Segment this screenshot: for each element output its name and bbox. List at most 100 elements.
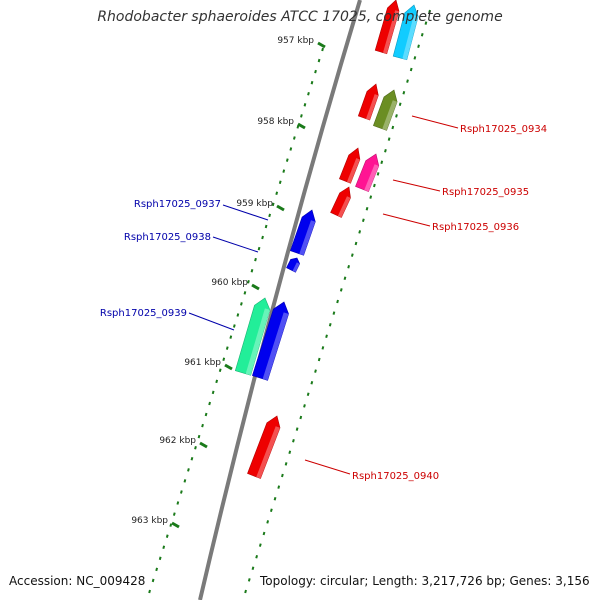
outer-scale-dot bbox=[244, 589, 247, 594]
inner-scale-dot bbox=[261, 235, 264, 240]
inner-scale-dot bbox=[197, 434, 201, 439]
gene-label[interactable]: Rsph17025_0938 bbox=[124, 232, 211, 243]
outer-scale-dot bbox=[325, 334, 328, 339]
inner-scale-dot bbox=[243, 291, 247, 295]
inner-scale-dot bbox=[292, 136, 296, 140]
gene-arrow-highlight bbox=[292, 262, 300, 273]
topology-text: Topology: circular; Length: 3,217,726 bp… bbox=[260, 574, 590, 588]
gene-feature[interactable] bbox=[286, 257, 301, 273]
gene-arrow[interactable] bbox=[330, 186, 351, 218]
scale-tick-label: 957 kbp bbox=[277, 36, 314, 46]
inner-scale-dot bbox=[165, 534, 169, 538]
genome-backbone bbox=[198, 0, 362, 600]
gene-feature[interactable] bbox=[252, 301, 289, 381]
gene-arrow-highlight bbox=[383, 10, 399, 54]
inner-scale-dot bbox=[162, 545, 166, 550]
inner-scale-dot bbox=[278, 180, 282, 184]
inner-scale-dot bbox=[232, 324, 236, 328]
gene-feature[interactable] bbox=[374, 0, 400, 55]
gene-arrow-highlight bbox=[366, 94, 379, 120]
inner-scale-dot bbox=[169, 523, 173, 527]
gene-arrow[interactable] bbox=[339, 147, 361, 184]
outer-scale-dot bbox=[406, 79, 409, 83]
major-tick bbox=[171, 521, 180, 529]
outer-scale-dot bbox=[332, 311, 336, 315]
outer-scale-dot bbox=[398, 102, 402, 107]
gene-arrow-highlight bbox=[262, 312, 289, 381]
gene-feature[interactable] bbox=[330, 186, 351, 218]
gene-arrow-highlight bbox=[256, 426, 280, 479]
gene-label[interactable]: Rsph17025_0934 bbox=[460, 124, 547, 135]
inner-scale-dot bbox=[268, 213, 272, 218]
inner-scale-dot bbox=[225, 346, 229, 350]
gene-label[interactable]: Rsph17025_0939 bbox=[100, 308, 187, 319]
inner-scale-dot bbox=[296, 125, 300, 129]
outer-scale-dot bbox=[339, 288, 343, 292]
gene-feature[interactable] bbox=[290, 209, 316, 256]
outer-scale-dot bbox=[258, 543, 262, 547]
inner-scale-dot bbox=[271, 202, 275, 207]
gene-label[interactable]: Rsph17025_0936 bbox=[432, 222, 519, 233]
inner-scale-dot bbox=[211, 390, 215, 395]
scale-tick-label: 960 kbp bbox=[211, 278, 248, 288]
gene-leader-line bbox=[222, 204, 269, 221]
outer-scale-dot bbox=[251, 566, 255, 571]
gene-arrow[interactable] bbox=[357, 83, 379, 121]
gene-feature[interactable] bbox=[355, 153, 380, 192]
gene-label[interactable]: Rsph17025_0940 bbox=[352, 471, 439, 482]
inner-scale-dot bbox=[289, 147, 293, 151]
inner-scale-dot bbox=[183, 479, 187, 483]
outer-scale-dot bbox=[369, 195, 373, 199]
gene-feature[interactable] bbox=[234, 297, 271, 376]
gene-feature[interactable] bbox=[373, 89, 398, 131]
gene-label[interactable]: Rsph17025_0935 bbox=[442, 187, 529, 198]
inner-scale-dot bbox=[215, 379, 219, 384]
inner-scale-dot bbox=[218, 368, 222, 373]
outer-scale-dot bbox=[391, 125, 395, 130]
inner-scale-dot bbox=[229, 335, 233, 339]
inner-scale-dot bbox=[204, 412, 208, 417]
outer-scale-dot bbox=[273, 496, 277, 501]
outer-scale-dot bbox=[420, 32, 424, 37]
gene-feature[interactable] bbox=[392, 4, 419, 61]
gene-feature[interactable] bbox=[247, 415, 281, 479]
gene-arrow[interactable] bbox=[247, 415, 281, 479]
outer-scale-dot bbox=[384, 148, 387, 153]
outer-scale-dot bbox=[299, 415, 303, 420]
outer-scale-dot bbox=[409, 67, 413, 72]
gene-feature[interactable] bbox=[357, 83, 379, 121]
outer-scale-dot bbox=[387, 137, 391, 141]
outer-scale-dot bbox=[317, 357, 321, 362]
gene-label[interactable]: Rsph17025_0937 bbox=[134, 199, 221, 210]
inner-scale-dot bbox=[151, 578, 155, 583]
gene-arrow-highlight bbox=[364, 164, 379, 192]
inner-scale-dot bbox=[250, 268, 254, 273]
inner-scale-dot bbox=[222, 357, 226, 361]
inner-scale-dot bbox=[158, 556, 162, 561]
scale-tick-label: 961 kbp bbox=[184, 358, 221, 368]
outer-scale-dot bbox=[255, 554, 259, 559]
inner-scale-dot bbox=[172, 512, 176, 516]
gene-arrow-highlight bbox=[245, 308, 270, 376]
gene-feature[interactable] bbox=[339, 147, 361, 184]
outer-scale-dot bbox=[303, 404, 306, 408]
inner-scale-dot bbox=[310, 80, 314, 85]
gene-arrow[interactable] bbox=[252, 301, 289, 381]
inner-scale-dot bbox=[257, 246, 261, 251]
outer-scale-dot bbox=[321, 346, 325, 350]
gene-leader-line bbox=[382, 213, 431, 227]
outer-scale-dot bbox=[373, 183, 376, 188]
gene-arrow-highlight bbox=[402, 15, 419, 60]
gene-arrow-highlight bbox=[382, 100, 398, 131]
inner-scale-dot bbox=[240, 302, 243, 306]
outer-scale-dot bbox=[343, 276, 347, 281]
gene-arrow[interactable] bbox=[392, 4, 419, 61]
gene-leader-line bbox=[411, 115, 459, 129]
outer-scale-dot bbox=[376, 172, 380, 176]
gene-arrow[interactable] bbox=[374, 0, 400, 55]
inner-scale-dot bbox=[187, 468, 190, 472]
inner-scale-dot bbox=[285, 158, 289, 162]
major-tick bbox=[224, 363, 233, 371]
inner-scale-dot bbox=[264, 224, 268, 229]
outer-scale-dot bbox=[347, 264, 351, 269]
